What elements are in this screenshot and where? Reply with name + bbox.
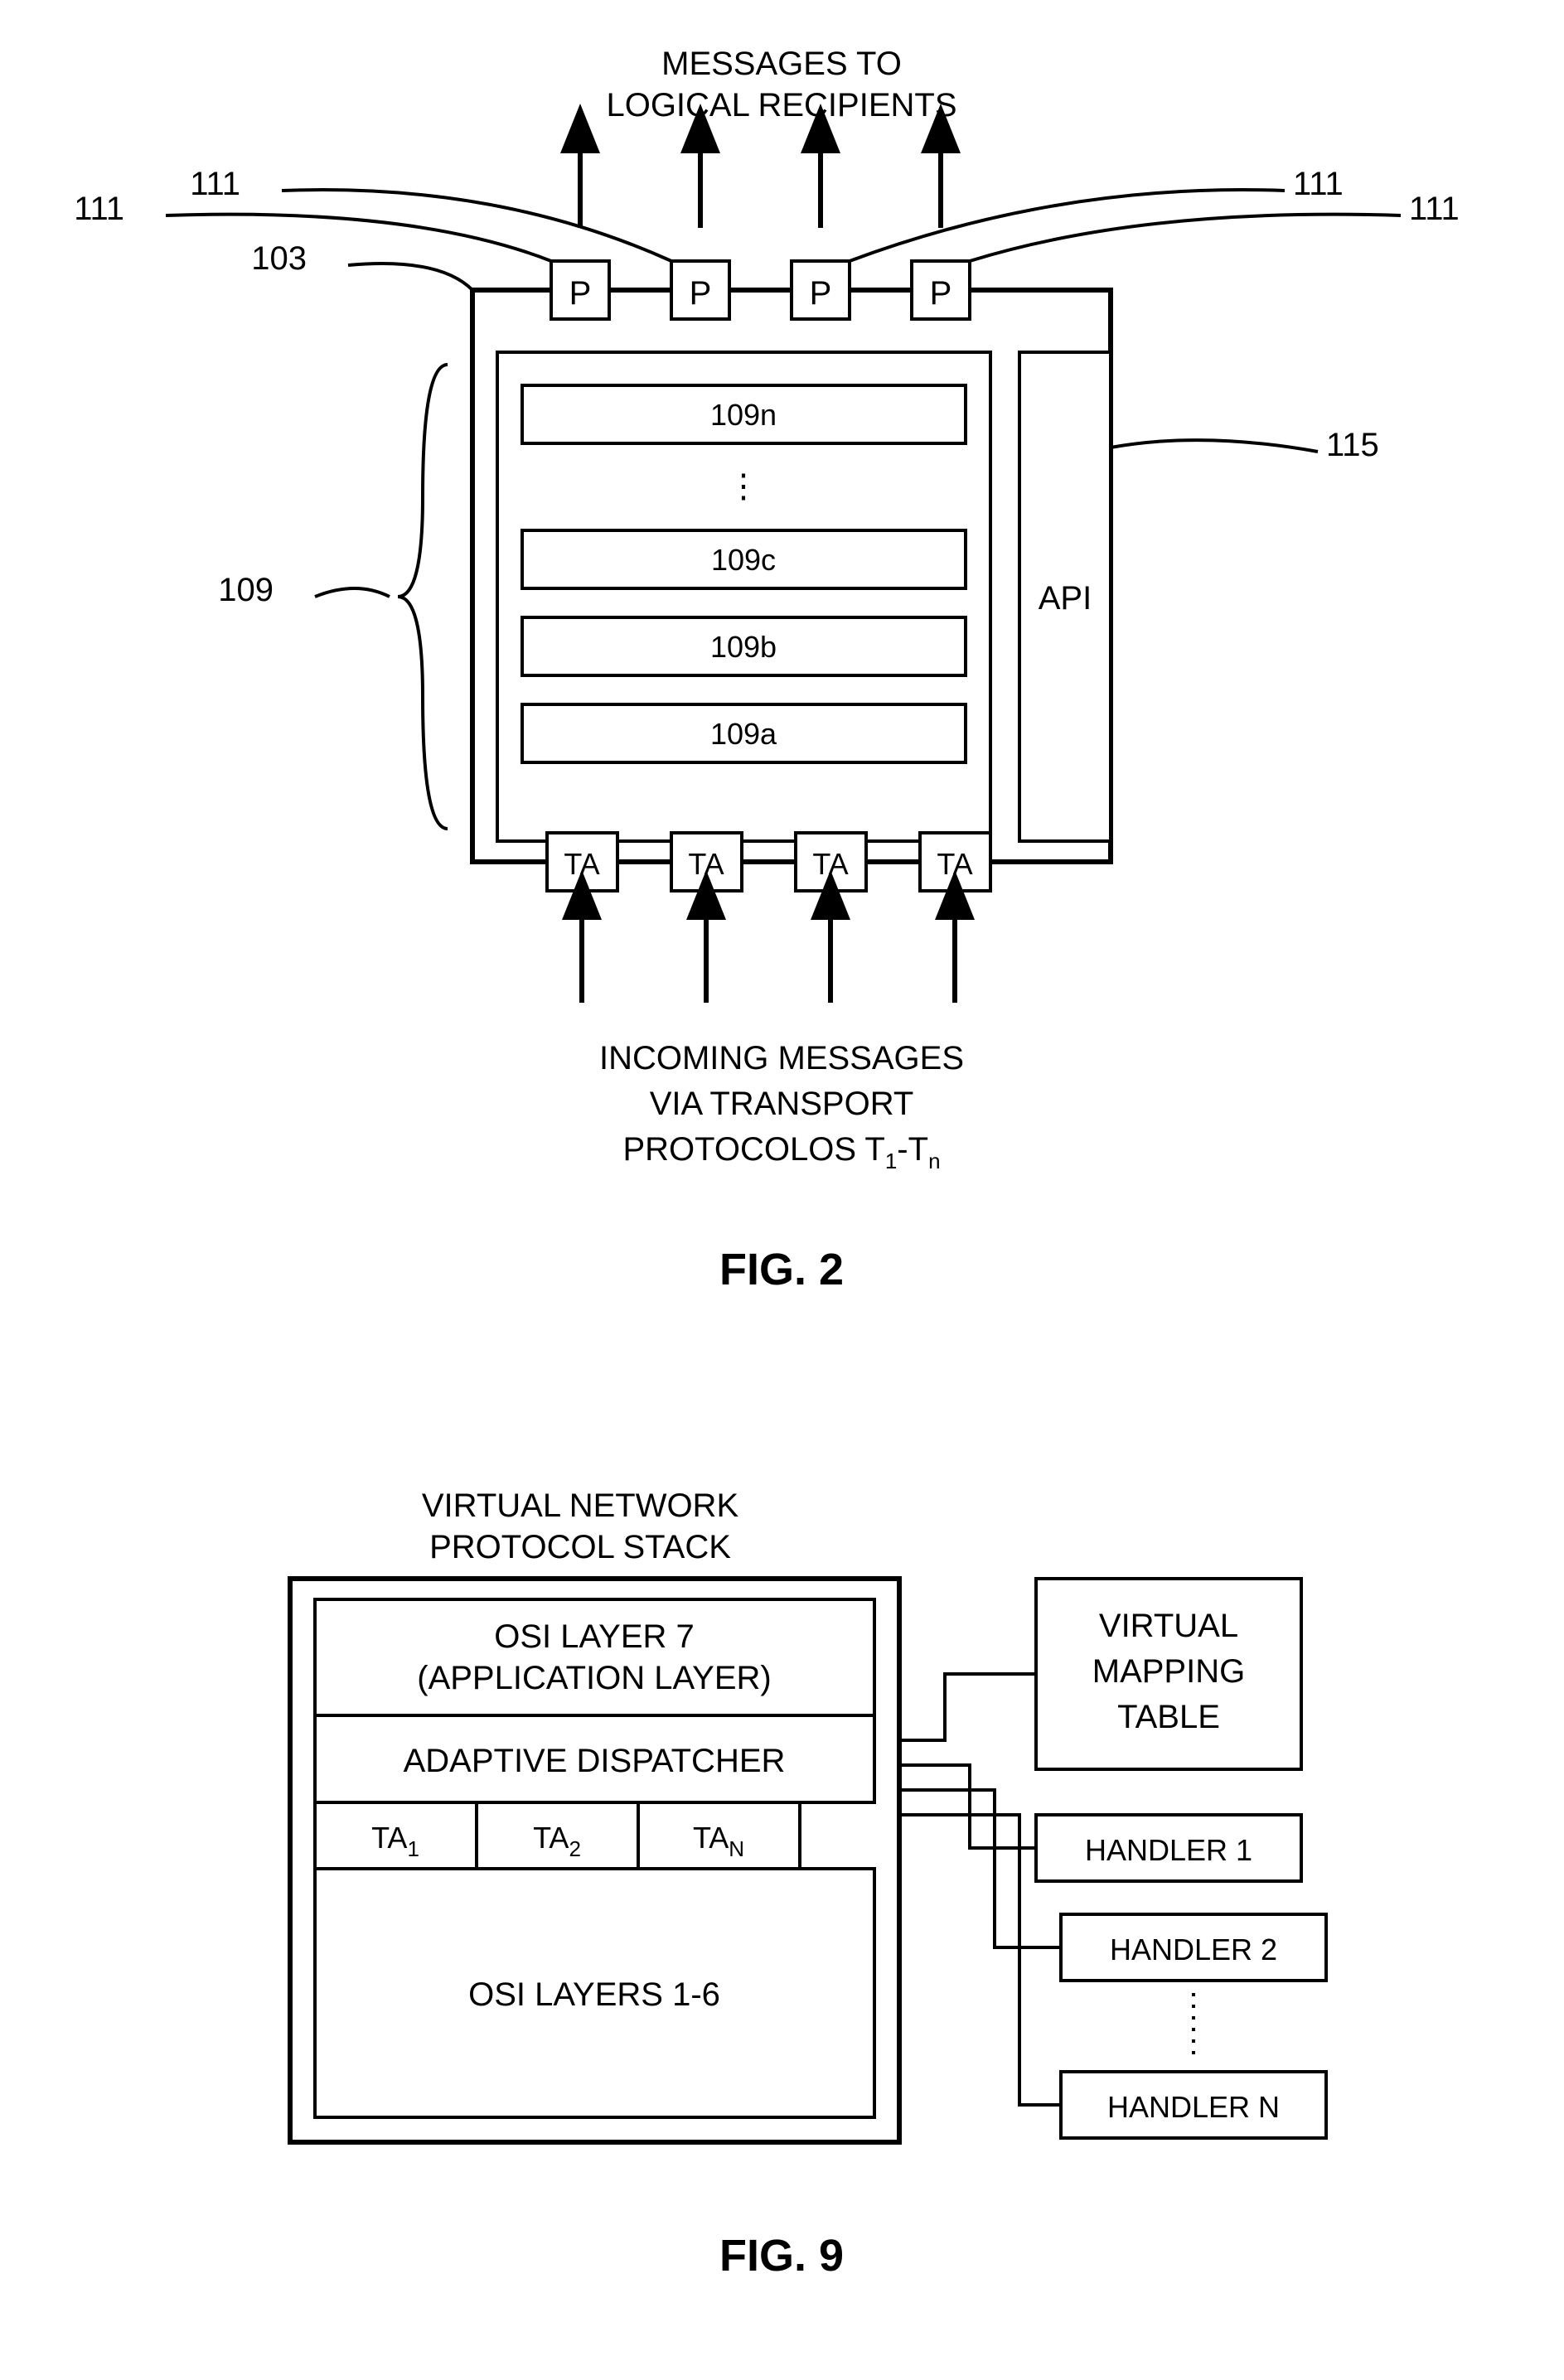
fig2-bottom-label-2: VIA TRANSPORT [650,1086,914,1122]
fig2-top-label-2: LOGICAL RECIPIENTS [606,87,956,123]
p-label-4: P [930,275,952,312]
ta-label-3: TA [812,847,848,881]
p-label-3: P [810,275,832,312]
ref-111-3: 111 [1409,191,1460,227]
fig-9: VIRTUAL NETWORK PROTOCOL STACK OSI LAYER… [290,1488,1326,2281]
osi7-line1: OSI LAYER 7 [494,1618,695,1655]
fig2-bottom-label-3: PROTOCOLOS T1-Tn [622,1131,940,1173]
fig2-bottom-label-1: INCOMING MESSAGES [599,1040,964,1076]
osi16-label: OSI LAYERS 1-6 [468,1976,720,2013]
fig9-caption: FIG. 9 [719,2231,844,2281]
handler2-label: HANDLER 2 [1110,1933,1277,1966]
osi7-line2: (APPLICATION LAYER) [417,1660,772,1696]
ref-115: 115 [1326,427,1379,463]
leader-115 [1111,440,1318,452]
conn-h1 [899,1765,1036,1848]
ta-label-1: TA [564,847,599,881]
fig-2: MESSAGES TO LOGICAL RECIPIENTS 111 111 1… [74,46,1460,1294]
ref-111-1: 111 [74,191,124,227]
layer-dots: ⋮ [727,468,760,505]
vmt-line3: TABLE [1117,1699,1220,1735]
fig9-title-2: PROTOCOL STACK [429,1529,731,1565]
osi7-box [315,1599,874,1715]
ref-111-2: 111 [190,166,240,202]
leader-111-3 [970,215,1401,261]
p-label-1: P [569,275,592,312]
handler1-label: HANDLER 1 [1085,1833,1252,1867]
leader-103 [348,264,472,290]
brace-109 [398,365,448,829]
p-label-2: P [690,275,712,312]
api-label: API [1039,580,1092,617]
leader-111-1 [166,215,551,261]
ref-109: 109 [218,572,274,608]
fig9-title-1: VIRTUAL NETWORK [422,1488,739,1524]
leader-111-2 [282,190,671,261]
ref-103: 103 [251,240,307,277]
ref-111-4: 111 [1293,166,1344,202]
conn-vmt [899,1674,1036,1740]
vmt-line2: MAPPING [1092,1653,1245,1690]
layer-109c-label: 109c [711,543,776,577]
ta-label-4: TA [937,847,972,881]
layer-109b-label: 109b [710,630,777,664]
leader-109 [315,588,390,597]
leader-111-4 [850,190,1285,261]
fig2-top-label-1: MESSAGES TO [661,46,902,82]
dispatcher-label: ADAPTIVE DISPATCHER [404,1743,786,1779]
layer-109n-label: 109n [710,398,777,432]
fig2-caption: FIG. 2 [719,1245,844,1294]
layer-109a-label: 109a [710,717,777,751]
ta-label-2: TA [688,847,724,881]
vmt-line1: VIRTUAL [1099,1608,1238,1644]
diagram-canvas: MESSAGES TO LOGICAL RECIPIENTS 111 111 1… [0,0,1564,2376]
handlern-label: HANDLER N [1107,2090,1280,2124]
